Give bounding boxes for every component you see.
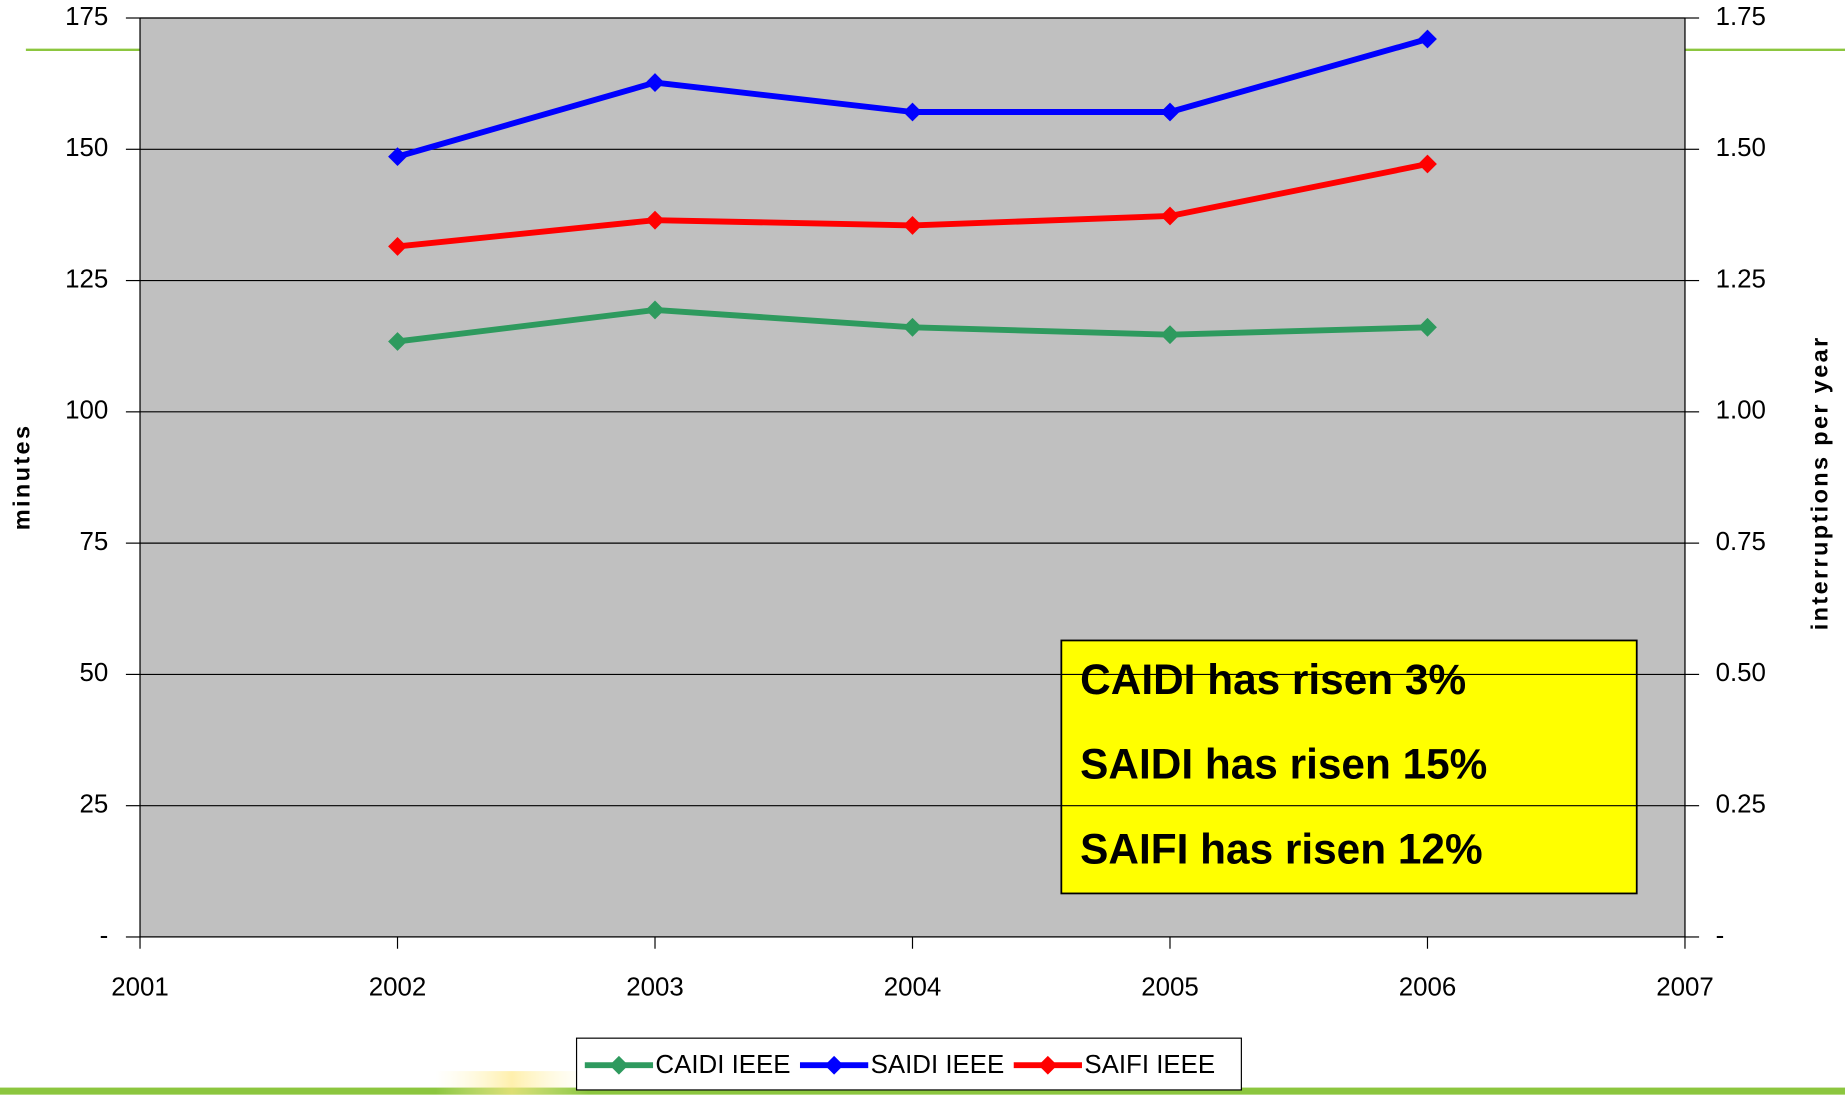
annotation-box (1060, 639, 1638, 895)
data-point (645, 73, 665, 93)
y2-axis-title: interruptions per year (1807, 335, 1833, 630)
x-tick-label: 2005 (1141, 974, 1199, 1002)
y2-tick-label: - (1716, 922, 1725, 950)
data-point (645, 210, 665, 230)
y-tick-label: 125 (65, 265, 108, 293)
annotation: CAIDI has risen 3% (1080, 656, 1466, 703)
y-tick-label: - (100, 922, 109, 950)
data-point (1160, 102, 1180, 122)
annotation: SAIFI has risen 12% (1080, 825, 1482, 872)
data-point (1418, 317, 1437, 337)
data-point (1418, 29, 1437, 49)
data-point (1418, 154, 1437, 174)
legend-marker (609, 1055, 629, 1075)
x-tick-label: 2001 (111, 974, 169, 1002)
y2-tick-label: 1.25 (1716, 265, 1766, 293)
x-tick-label: 2004 (884, 974, 942, 1002)
y2-tick-label: 0.25 (1716, 791, 1766, 819)
y2-tick-label: 0.50 (1716, 659, 1766, 687)
legend-label: SAIDI IEEE (871, 1051, 1005, 1079)
legend-marker (1038, 1055, 1058, 1075)
x-tick-label: 2006 (1399, 974, 1457, 1002)
x-tick-label: 2007 (1656, 974, 1714, 1002)
y-tick-label: 50 (79, 659, 108, 687)
data-point (388, 147, 407, 167)
legend-marker (824, 1055, 844, 1075)
y2-tick-label: 0.75 (1716, 528, 1766, 556)
legend (575, 1037, 1242, 1091)
y-tick-label: 100 (65, 397, 108, 425)
y-axis-title: minutes (9, 424, 35, 531)
data-point (388, 237, 407, 256)
y-tick-label: 75 (79, 528, 108, 556)
legend-label: SAIFI IEEE (1084, 1051, 1215, 1079)
y-tick-label: 25 (79, 791, 108, 819)
y-tick-label: 150 (65, 134, 108, 162)
data-point (388, 332, 407, 351)
legend-label: CAIDI IEEE (655, 1051, 790, 1079)
x-tick-label: 2002 (369, 974, 427, 1002)
x-tick-label: 2003 (626, 974, 684, 1002)
annotation: SAIDI has risen 15% (1080, 741, 1487, 788)
decor-glow (435, 1071, 589, 1095)
data-point (1160, 206, 1180, 226)
y-tick-label: 175 (65, 3, 108, 31)
decor-bar (0, 1087, 1845, 1095)
y2-tick-label: 1.50 (1716, 134, 1766, 162)
data-point (645, 300, 665, 320)
y2-tick-label: 1.75 (1716, 3, 1766, 31)
y2-tick-label: 1.00 (1716, 397, 1766, 425)
data-point (1160, 325, 1180, 345)
